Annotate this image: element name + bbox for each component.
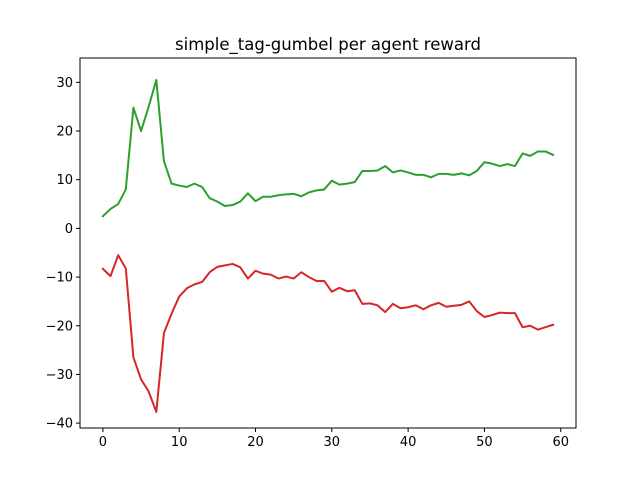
x-tick-label: 60 [552, 435, 569, 450]
y-tick-label: −30 [46, 368, 73, 383]
x-tick-label: 20 [247, 435, 264, 450]
chart-title: simple_tag-gumbel per agent reward [175, 35, 481, 55]
x-tick-label: 30 [324, 435, 341, 450]
series-layer [101, 78, 555, 413]
x-tick-label: 50 [476, 435, 493, 450]
y-tick-label: −20 [46, 319, 73, 334]
x-tick-label: 0 [99, 435, 107, 450]
y-tick-label: −10 [46, 271, 73, 286]
series-line-1 [101, 254, 555, 413]
plot-area [80, 58, 576, 428]
x-tick-label: 10 [171, 435, 188, 450]
axes-layer: 0 10 20 30 40 50 60 −40 −30 −20 −10 0 10 20 30 [46, 76, 569, 450]
plot-frame [79, 57, 577, 429]
y-tick-label: 0 [65, 222, 73, 237]
y-tick-label: 10 [56, 173, 73, 188]
series-line-2 [101, 78, 555, 218]
y-tick-label: 20 [56, 125, 73, 140]
x-tick-label: 40 [400, 435, 417, 450]
y-tick-label: 30 [56, 76, 73, 91]
y-tick-label: −40 [46, 417, 73, 432]
